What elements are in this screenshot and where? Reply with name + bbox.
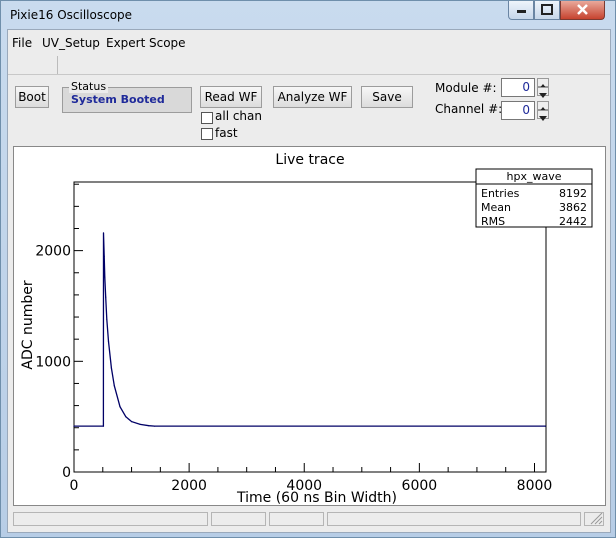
boot-button[interactable]: Boot [15,86,49,108]
trace-point [105,296,107,298]
fast-checkbox[interactable] [201,128,213,140]
status-value: System Booted [71,93,165,106]
status-bar-cell [13,512,208,526]
trace-point [102,425,104,427]
status-group: System Booted [62,87,192,113]
x-tick-label: 0 [70,478,79,494]
channel-spin-up[interactable] [537,101,549,112]
module-label: Module #: [435,81,497,95]
stats-label: RMS [481,215,505,228]
trace-point [104,276,106,278]
status-group-label: Status [69,80,109,93]
all-chan-label: all chan [215,109,262,123]
toolbar-divider [8,74,610,75]
live-trace-chart: Live trace 0 2000 4000 6000 8000 0 1000 2000 Ti… [20,152,593,506]
down-arrow-icon [539,93,547,98]
trace-point [139,423,141,425]
trace-point [110,367,112,369]
x-tick-label: 8000 [517,478,553,494]
menu-file[interactable]: File [12,36,33,50]
chart-title: Live trace [275,152,344,168]
module-spin-up[interactable] [537,78,549,89]
read-wf-button[interactable]: Read WF [200,86,262,108]
y-axis-label: ADC number [20,280,36,369]
trace-point [106,318,108,320]
x-axis-label: Time (60 ns Bin Width) [236,490,397,505]
title-bar[interactable]: Pixie16 Oscilloscope [1,1,615,29]
stats-box: hpx_wave Entries 8192 Mean 3862 RMS 2442 [475,168,593,228]
channel-input[interactable]: 0 [501,101,535,120]
module-spin-down[interactable] [537,87,549,98]
save-button[interactable]: Save [361,86,413,108]
menu-bar: File UV_Setup Expert Scope [8,30,610,56]
minimize-icon [517,10,526,13]
trace-point [102,232,105,234]
plot-frame-box [73,181,547,473]
stats-value: 3862 [559,201,587,214]
status-bar-cell [269,512,324,526]
trace-point [154,425,156,427]
maximize-icon [541,4,553,15]
close-icon [577,4,588,15]
trace-point [125,416,127,418]
menu-scope[interactable]: Scope [149,36,186,50]
x-tick-label: 6000 [402,478,438,494]
trace-point [544,425,547,427]
window-title: Pixie16 Oscilloscope [10,8,133,22]
trace-point [148,425,150,427]
y-tick-label: 0 [62,465,71,481]
resize-grip[interactable] [584,512,604,526]
stats-label: Entries [481,187,520,200]
trace-point [107,340,110,342]
client-area: File UV_Setup Expert Scope Boot System B… [7,29,611,533]
x-tick-label: 2000 [171,478,207,494]
y-tick-label: 2000 [35,244,71,260]
down-arrow-icon [539,116,547,121]
trace-point [131,421,133,423]
all-chan-checkbox[interactable] [201,112,213,124]
maximize-button[interactable] [534,1,560,20]
trace-point [119,406,121,408]
channel-label: Channel #: [435,102,503,116]
trace-point [103,255,105,257]
close-button[interactable] [560,1,605,20]
x-tick-label: 4000 [286,478,322,494]
resize-grip-icon [590,512,603,525]
analyze-wf-button[interactable]: Analyze WF [273,86,352,108]
toolbar-separator [57,56,58,74]
stats-title: hpx_wave [507,170,562,183]
stats-value: 8192 [559,187,587,200]
status-bar-cell [327,512,581,526]
plot-canvas[interactable]: Live trace 0 2000 4000 6000 8000 0 1000 2000 Ti… [13,146,606,506]
trace-line [74,232,546,427]
minimize-button[interactable] [508,1,534,20]
fast-label: fast [215,126,238,140]
stats-label: Mean [481,201,511,214]
y-tick-label: 1000 [35,354,71,370]
trace-point [73,425,75,427]
menu-uv-setup[interactable]: UV_Setup [42,36,100,50]
channel-spin-down[interactable] [537,110,549,121]
status-bar-cell [211,512,266,526]
menu-expert[interactable]: Expert [106,36,146,50]
stats-value: 2442 [559,215,587,228]
module-input[interactable]: 0 [501,78,535,97]
trace-point [113,385,115,387]
